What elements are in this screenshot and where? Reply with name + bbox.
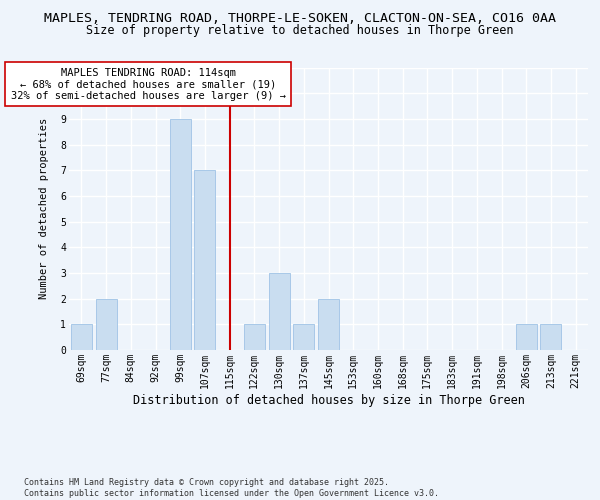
Bar: [293, 324, 314, 350]
Bar: [95, 298, 116, 350]
Bar: [170, 119, 191, 350]
Text: Size of property relative to detached houses in Thorpe Green: Size of property relative to detached ho…: [86, 24, 514, 37]
Text: Contains HM Land Registry data © Crown copyright and database right 2025.
Contai: Contains HM Land Registry data © Crown c…: [24, 478, 439, 498]
Bar: [269, 273, 290, 350]
Bar: [516, 324, 537, 350]
Text: MAPLES, TENDRING ROAD, THORPE-LE-SOKEN, CLACTON-ON-SEA, CO16 0AA: MAPLES, TENDRING ROAD, THORPE-LE-SOKEN, …: [44, 12, 556, 26]
Bar: [318, 298, 339, 350]
Bar: [541, 324, 562, 350]
X-axis label: Distribution of detached houses by size in Thorpe Green: Distribution of detached houses by size …: [133, 394, 524, 406]
Y-axis label: Number of detached properties: Number of detached properties: [39, 118, 49, 300]
Bar: [244, 324, 265, 350]
Text: MAPLES TENDRING ROAD: 114sqm
← 68% of detached houses are smaller (19)
32% of se: MAPLES TENDRING ROAD: 114sqm ← 68% of de…: [11, 68, 286, 100]
Bar: [194, 170, 215, 350]
Bar: [71, 324, 92, 350]
